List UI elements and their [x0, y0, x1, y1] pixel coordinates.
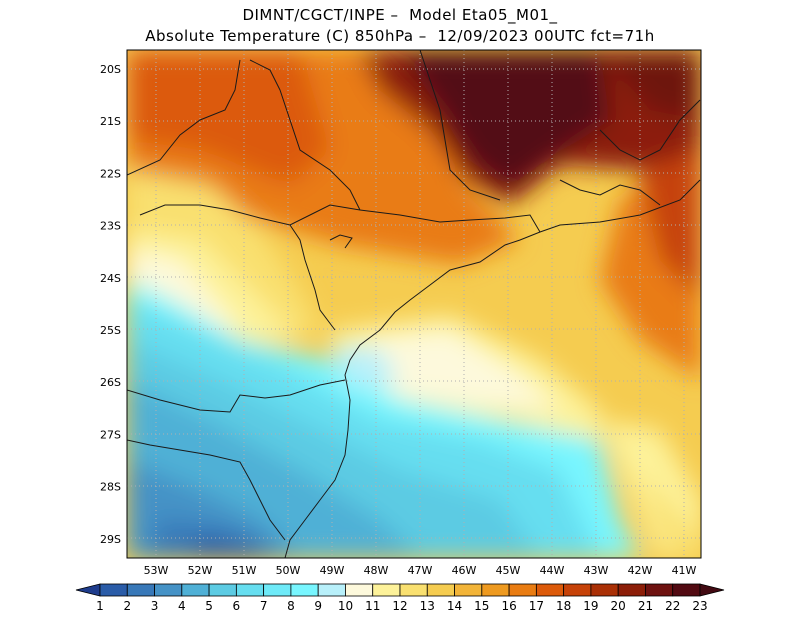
colorbar-label: 14 [447, 599, 462, 613]
latitude-label: 28S [100, 481, 121, 494]
colorbar-label: 10 [338, 599, 353, 613]
latitude-label: 25S [100, 324, 121, 337]
colorbar-segment [454, 583, 483, 597]
latitude-label: 29S [100, 533, 121, 546]
longitude-label: 51W [232, 564, 257, 577]
colorbar-segment [235, 583, 265, 597]
colorbar-segment [181, 583, 210, 597]
colorbar-segment [126, 583, 155, 597]
colorbar-label: 15 [474, 599, 489, 613]
colorbar-label: 22 [665, 599, 680, 613]
latitude-labels: 20S 21S 22S 23S 24S 25S 26S 27S 28S 29S [100, 63, 121, 546]
longitude-label: 53W [144, 564, 169, 577]
colorbar-segment [672, 583, 701, 597]
coastline-and-borders [127, 50, 701, 558]
chart-title-line-2: Absolute Temperature (C) 850hPa – 12/09/… [145, 27, 655, 45]
latitude-label: 21S [100, 115, 121, 128]
colorbar-segment [508, 583, 537, 597]
longitude-label: 52W [188, 564, 213, 577]
longitude-label: 48W [364, 564, 389, 577]
colorbar-segment [317, 583, 346, 597]
colorbar-segment [399, 583, 428, 597]
longitude-label: 44W [540, 564, 565, 577]
colorbar-segment [208, 583, 237, 597]
colorbar-label: 19 [583, 599, 598, 613]
colorbar-segment [372, 583, 401, 597]
longitude-label: 50W [276, 564, 301, 577]
latitude-label: 20S [100, 63, 121, 76]
colorbar-segment [345, 583, 374, 597]
longitude-label: 45W [496, 564, 521, 577]
colorbar-label: 7 [260, 599, 268, 613]
colorbar-segment [590, 583, 619, 597]
colorbar-segment [535, 583, 565, 597]
colorbar-labels: 1 2 3 4 5 6 7 8 9 10 11 12 13 14 15 16 17 18 19 20 21 22 23 [96, 599, 707, 613]
colorbar-segment [154, 583, 183, 597]
longitude-label: 46W [452, 564, 477, 577]
colorbar-label: 13 [420, 599, 435, 613]
colorbar-segment [563, 583, 592, 597]
map-frame [126, 49, 702, 559]
longitude-label: 47W [408, 564, 433, 577]
colorbar-arrow-high [699, 583, 725, 597]
longitude-label: 41W [672, 564, 697, 577]
colorbar-label: 20 [611, 599, 626, 613]
colorbar-label: 1 [96, 599, 104, 613]
colorbar-segment [645, 583, 674, 597]
colorbar [75, 583, 725, 597]
colorbar-label: 6 [233, 599, 241, 613]
colorbar-label: 18 [556, 599, 571, 613]
colorbar-label: 2 [123, 599, 131, 613]
longitude-label: 43W [584, 564, 609, 577]
colorbar-label: 23 [692, 599, 707, 613]
colorbar-label: 11 [365, 599, 380, 613]
latitude-label: 24S [100, 272, 121, 285]
colorbar-segment [481, 583, 510, 597]
chart-title-line-1: DIMNT/CGCT/INPE – Model Eta05_M01_ [242, 6, 558, 24]
temperature-field [127, 50, 701, 558]
longitude-label: 42W [628, 564, 653, 577]
colorbar-label: 5 [205, 599, 213, 613]
latitude-label: 27S [100, 428, 121, 441]
colorbar-segment [617, 583, 646, 597]
colorbar-label: 3 [151, 599, 159, 613]
colorbar-label: 4 [178, 599, 186, 613]
colorbar-label: 16 [501, 599, 516, 613]
colorbar-label: 8 [287, 599, 295, 613]
colorbar-label: 9 [314, 599, 322, 613]
longitude-label: 49W [320, 564, 345, 577]
latitude-label: 22S [100, 167, 121, 180]
colorbar-label: 21 [638, 599, 653, 613]
colorbar-segment [426, 583, 455, 597]
colorbar-segment [263, 583, 292, 597]
colorbar-segment [99, 583, 128, 597]
colorbar-label: 17 [529, 599, 544, 613]
latitude-label: 23S [100, 220, 121, 233]
colorbar-label: 12 [392, 599, 407, 613]
colorbar-arrow-low [75, 583, 101, 597]
colorbar-segment [290, 583, 319, 597]
longitude-labels: 53W 52W 51W 50W 49W 48W 47W 46W 45W 44W 43W 42W 41W [144, 564, 697, 577]
graticule-lines [127, 50, 701, 558]
latitude-label: 26S [100, 376, 121, 389]
